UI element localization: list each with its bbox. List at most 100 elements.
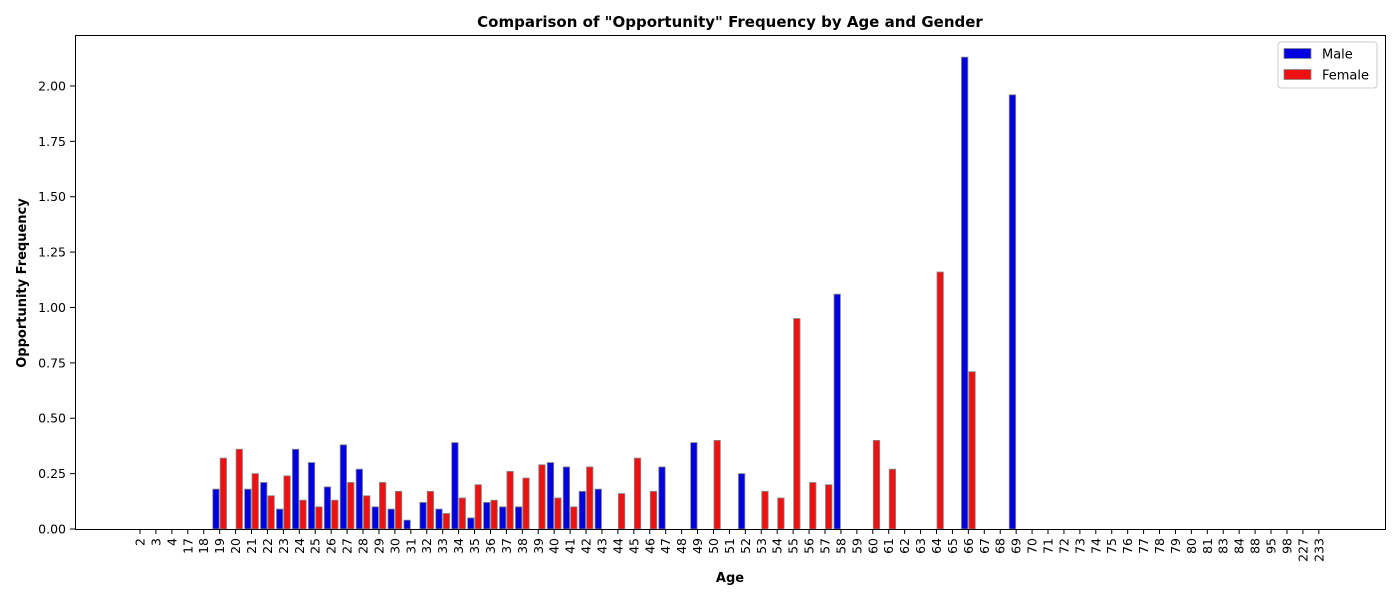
male-bar-43 — [594, 488, 602, 530]
female-bar-21 — [251, 473, 259, 530]
plot-frame — [75, 35, 1386, 530]
female-bar-53 — [761, 490, 769, 530]
x-tick-label: 233 — [1311, 538, 1326, 562]
male-bar-30 — [387, 508, 395, 530]
x-tick-label: 69 — [1009, 538, 1024, 554]
x-tick-label: 66 — [961, 538, 976, 554]
x-tick-label: 227 — [1295, 538, 1310, 562]
male-bar-26 — [323, 486, 332, 530]
x-tick-label: 28 — [356, 538, 371, 554]
female-bar-55 — [793, 318, 801, 530]
x-tick-label: 17 — [180, 538, 195, 554]
female-bar-30 — [394, 490, 403, 530]
x-tick-label: 50 — [706, 538, 721, 554]
female-bar-29 — [379, 482, 387, 530]
male-bar-22 — [260, 482, 268, 530]
male-bar-37 — [499, 506, 507, 530]
x-tick-label: 41 — [563, 538, 578, 554]
x-tick-label: 22 — [260, 538, 275, 554]
female-bar-25 — [315, 506, 323, 530]
x-tick-label: 77 — [1136, 538, 1151, 554]
x-tick-label: 47 — [658, 538, 673, 554]
male-bar-47 — [658, 466, 666, 530]
x-tick-label: 83 — [1216, 538, 1231, 554]
y-tick-label: 0.75 — [38, 355, 66, 370]
x-tick-label: 59 — [849, 538, 864, 554]
x-tick-label: 51 — [722, 538, 737, 554]
male-bar-33 — [435, 508, 443, 530]
x-tick-label: 78 — [1152, 538, 1167, 554]
x-tick-label: 53 — [754, 538, 769, 554]
y-tick-label: 2.00 — [38, 78, 66, 93]
x-tick-label: 20 — [228, 538, 243, 554]
y-tick-label: 0.25 — [38, 466, 66, 481]
x-tick-label: 45 — [626, 538, 641, 554]
x-tick-label: 2 — [133, 538, 148, 546]
female-bar-27 — [347, 482, 355, 530]
female-bar-44 — [618, 493, 626, 530]
x-tick-label: 70 — [1025, 538, 1040, 554]
x-tick-label: 42 — [579, 538, 594, 554]
x-tick-label: 32 — [419, 538, 434, 554]
x-tick-label: 63 — [913, 538, 928, 554]
chart-title: Comparison of "Opportunity" Frequency by… — [477, 13, 983, 31]
male-legend-label: Male — [1322, 48, 1353, 63]
x-tick-label: 35 — [467, 538, 482, 554]
x-tick-label: 43 — [594, 538, 609, 554]
female-bar-54 — [777, 497, 785, 530]
x-tick-label: 57 — [817, 538, 832, 554]
male-bar-29 — [371, 506, 379, 530]
y-tick-label: 1.50 — [38, 189, 66, 204]
y-tick-label: 1.25 — [38, 245, 66, 260]
female-bar-64 — [936, 271, 944, 530]
female-legend-label: Female — [1322, 69, 1369, 84]
x-tick-label: 60 — [865, 538, 880, 554]
x-tick-label: 76 — [1120, 538, 1135, 554]
y-ticks-group: 0.00 0.25 0.50 0.75 1.00 1.25 1.50 1.75 2.00 — [38, 78, 75, 537]
female-bar-36 — [490, 499, 498, 530]
female-bar-35 — [474, 484, 482, 530]
x-tick-label: 48 — [674, 538, 689, 554]
x-tick-label: 31 — [403, 538, 418, 554]
female-bar-37 — [506, 470, 514, 530]
x-tick-label: 29 — [371, 538, 386, 554]
male-bar-38 — [515, 506, 523, 530]
y-tick-label: 0.00 — [38, 522, 66, 537]
x-tick-label: 33 — [435, 538, 450, 554]
x-tick-label: 40 — [547, 538, 562, 554]
male-bar-41 — [562, 466, 571, 530]
female-bar-50 — [713, 439, 721, 530]
x-tick-label: 52 — [738, 538, 753, 554]
x-tick-label: 23 — [276, 538, 291, 554]
male-bar-34 — [451, 442, 459, 530]
female-legend-swatch — [1283, 69, 1312, 80]
female-bar-41 — [570, 506, 578, 530]
x-tick-label: 27 — [340, 538, 355, 554]
female-bar-60 — [872, 439, 881, 530]
female-bar-24 — [299, 499, 307, 530]
male-bar-27 — [339, 444, 347, 530]
female-bar-40 — [554, 497, 562, 530]
x-tick-label: 49 — [690, 538, 705, 554]
male-bar-28 — [355, 468, 363, 530]
male-bar-40 — [546, 462, 555, 530]
x-tick-label: 80 — [1184, 538, 1199, 554]
male-bar-25 — [307, 462, 316, 530]
male-bar-31 — [403, 519, 411, 530]
x-tick-label: 55 — [786, 538, 801, 554]
male-bar-66 — [961, 56, 969, 530]
y-tick-label: 1.75 — [38, 134, 66, 149]
y-tick-label: 1.00 — [38, 300, 66, 315]
y-tick-label: 0.50 — [38, 411, 66, 426]
male-bar-49 — [690, 442, 698, 530]
x-tick-label: 46 — [642, 538, 657, 554]
male-bar-32 — [419, 502, 427, 530]
x-tick-label: 64 — [929, 538, 944, 554]
x-tick-label: 44 — [610, 538, 625, 554]
x-tick-label: 95 — [1264, 538, 1279, 554]
x-tick-label: 37 — [499, 538, 514, 554]
x-tick-label: 65 — [945, 538, 960, 554]
x-tick-label: 58 — [833, 538, 848, 554]
y-axis-label: Opportunity Frequency — [15, 198, 30, 368]
